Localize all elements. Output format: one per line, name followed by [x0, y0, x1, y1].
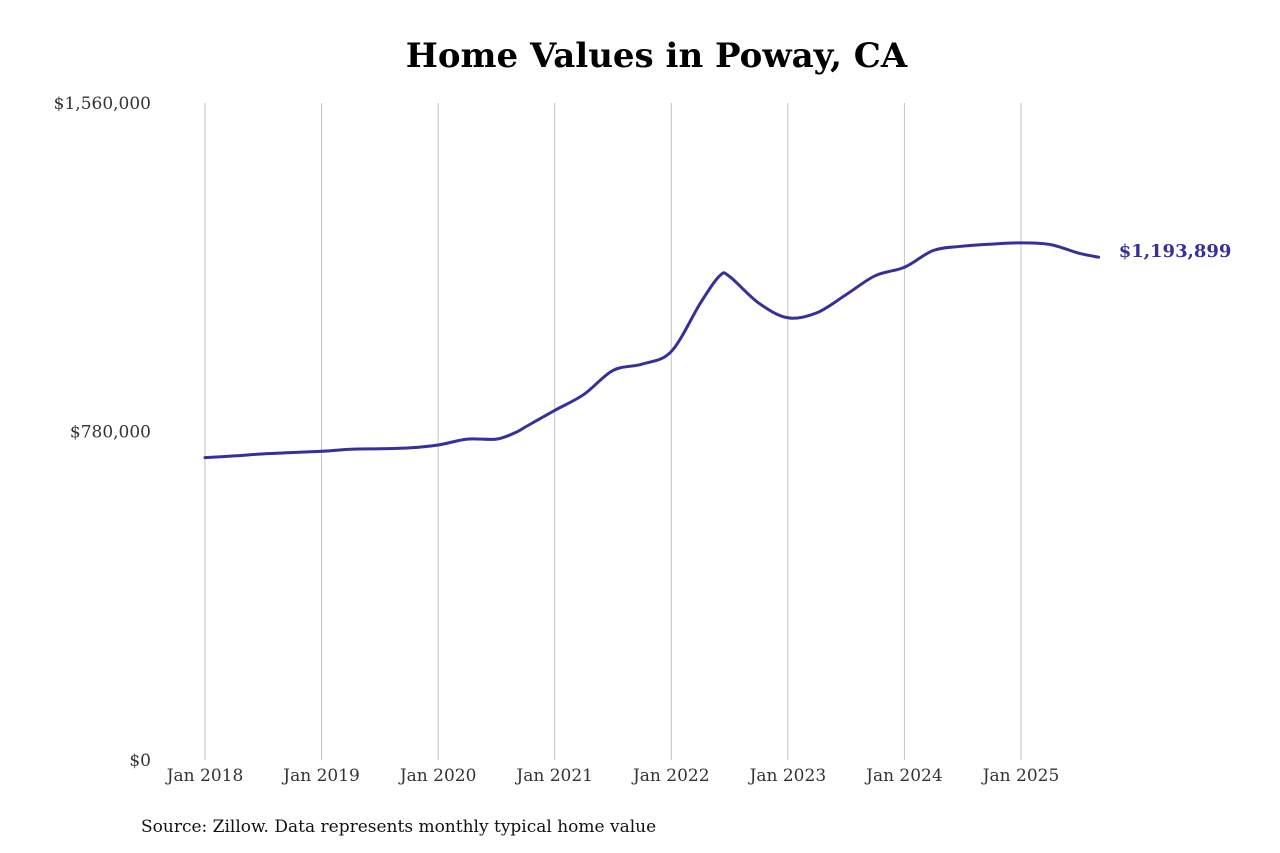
y-tick-label: $0: [129, 751, 151, 771]
x-axis: Jan 2018 Jan 2019 Jan 2020 Jan 2021 Jan 2022…: [165, 766, 1060, 786]
source-note: Source: Zillow. Data represents monthly …: [141, 817, 657, 837]
y-tick-label: $1,560,000: [54, 94, 151, 114]
x-tick-label: Jan 2021: [514, 766, 593, 786]
x-tick-label: Jan 2023: [748, 766, 827, 786]
series-layer: $1,193,899: [203, 241, 1232, 460]
chart-title: Home Values in Poway, CA: [405, 36, 908, 76]
gridlines: [204, 103, 1022, 760]
x-tick-label: Jan 2024: [864, 766, 943, 786]
x-tick-label: Jan 2020: [398, 766, 477, 786]
y-axis: $0 $780,000 $1,560,000: [54, 94, 151, 771]
x-tick-label: Jan 2019: [281, 766, 360, 786]
series-line: [203, 241, 1101, 460]
series-end-label: $1,193,899: [1119, 241, 1232, 262]
y-tick-label: $780,000: [70, 423, 151, 443]
x-tick-label: Jan 2022: [631, 766, 710, 786]
x-tick-label: Jan 2018: [165, 766, 244, 786]
x-tick-label: Jan 2025: [981, 766, 1060, 786]
